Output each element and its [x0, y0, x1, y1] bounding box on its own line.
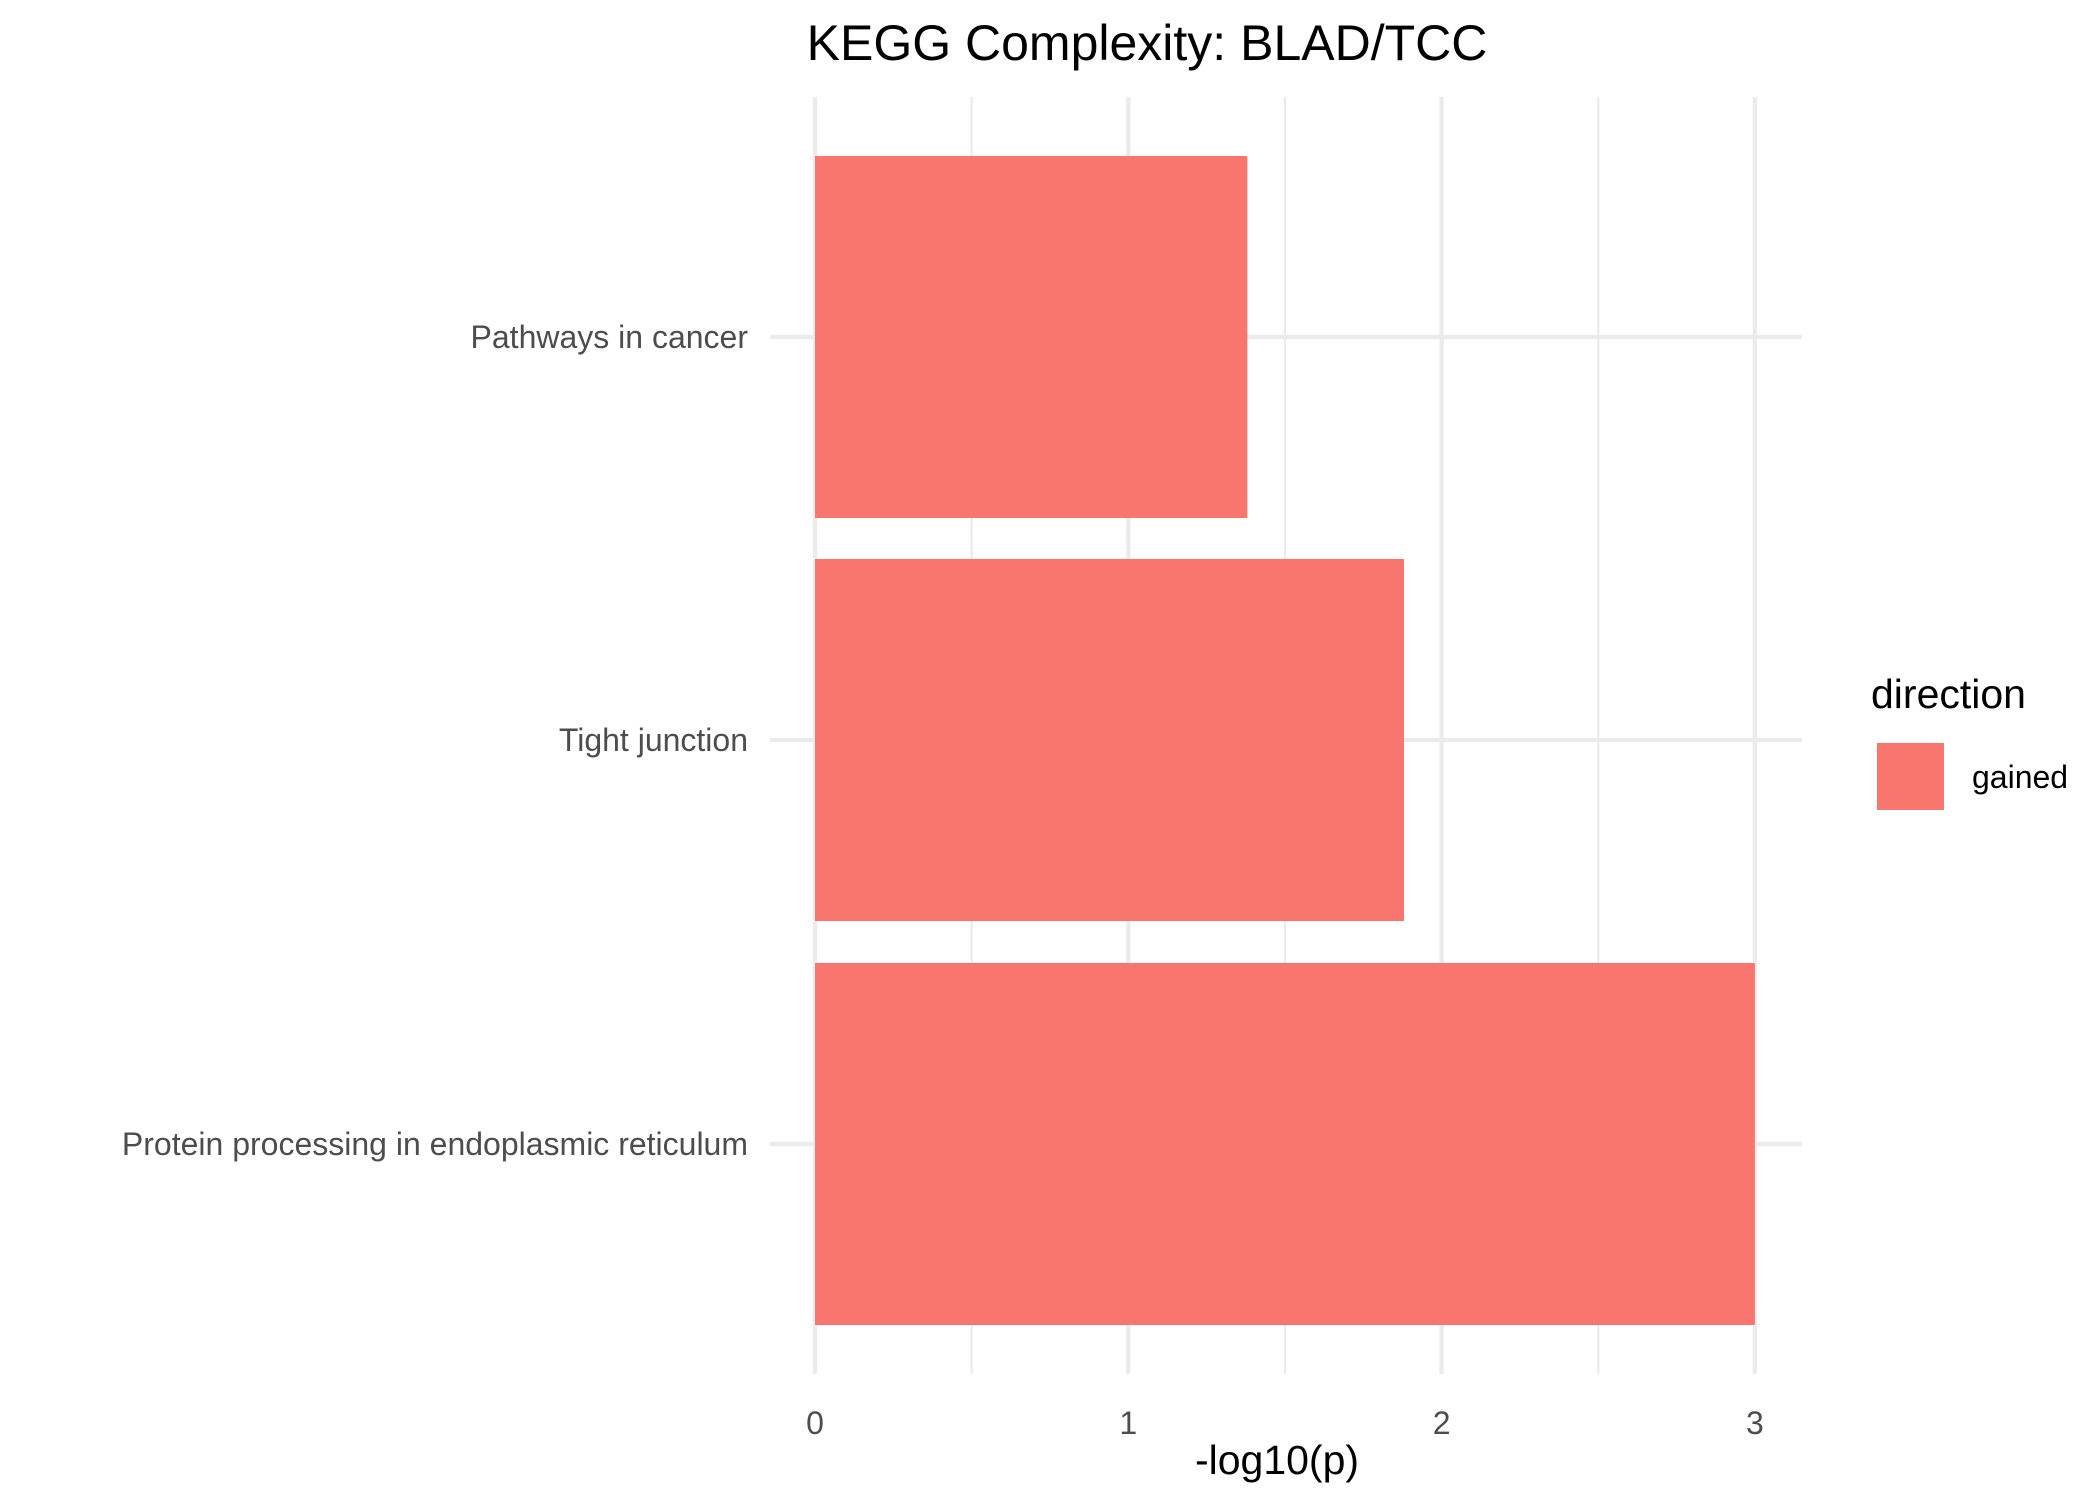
legend-label: gained	[1972, 759, 2068, 795]
legend-title: direction	[1871, 671, 2026, 717]
legend-swatch	[1877, 743, 1944, 810]
y-tick-label: Tight junction	[559, 722, 748, 758]
x-axis: 0 1 2 3	[806, 1405, 1764, 1441]
bars	[815, 156, 1755, 1325]
chart-title: KEGG Complexity: BLAD/TCC	[807, 15, 1488, 71]
legend: direction gained	[1871, 671, 2068, 810]
x-tick-label: 3	[1746, 1405, 1764, 1441]
bar	[815, 559, 1405, 921]
bar	[815, 156, 1248, 518]
bar	[815, 963, 1755, 1325]
y-tick-label: Protein processing in endoplasmic reticu…	[122, 1126, 748, 1162]
x-tick-label: 0	[806, 1405, 824, 1441]
y-axis: Pathways in cancer Tight junction Protein …	[122, 319, 748, 1162]
x-tick-label: 2	[1433, 1405, 1451, 1441]
x-axis-label: -log10(p)	[1195, 1437, 1359, 1483]
y-tick-label: Pathways in cancer	[471, 319, 749, 355]
x-tick-label: 1	[1119, 1405, 1137, 1441]
